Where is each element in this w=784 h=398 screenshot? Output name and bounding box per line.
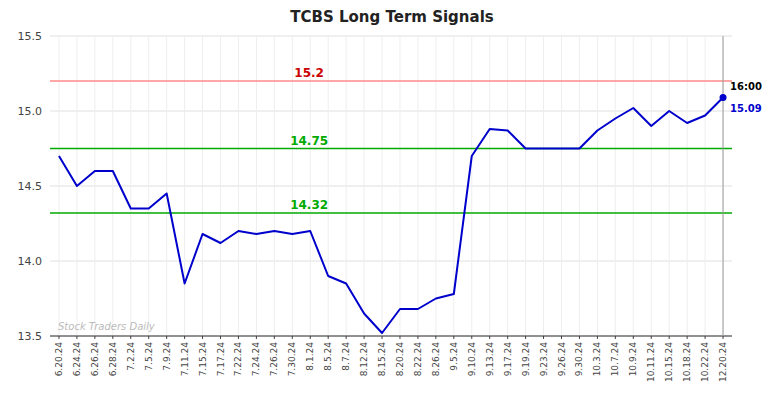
- x-tick-label: 10.9.24: [628, 342, 638, 377]
- level-label: 14.32: [290, 198, 328, 212]
- y-tick-label: 15.0: [18, 105, 43, 118]
- x-tick-label: 8.5.24: [323, 342, 333, 371]
- x-tick-label: 9.30.24: [574, 342, 584, 377]
- x-tick-label: 8.15.24: [377, 342, 387, 377]
- x-tick-label: 8.1.24: [305, 342, 315, 371]
- y-grid-line: [50, 186, 732, 187]
- x-tick-label: 9.17.24: [503, 342, 513, 377]
- y-tick-label: 14.0: [18, 255, 43, 268]
- x-axis-line: [50, 336, 732, 337]
- y-grid-line: [50, 36, 732, 37]
- point-label: 15.09: [730, 103, 762, 114]
- x-tick-label: 7.15.24: [198, 342, 208, 377]
- level-line: [50, 148, 732, 150]
- last-point: [720, 94, 727, 101]
- x-grid-line: [723, 36, 724, 336]
- x-tick-label: 7.24.24: [251, 342, 261, 377]
- level-line: [50, 80, 732, 82]
- x-tick-label: 7.2.24: [126, 342, 136, 371]
- x-tick-label: 6.28.24: [108, 342, 118, 377]
- x-tick-label: 10.11.24: [646, 342, 656, 382]
- x-tick-label: 8.7.24: [341, 342, 351, 371]
- plot-area: [50, 36, 732, 336]
- x-tick-label: 8.22.24: [413, 342, 423, 377]
- price-line: [59, 98, 723, 334]
- chart: TCBS Long Term Signals 13.5 14.0 14.5 15.0 15…: [0, 0, 784, 398]
- x-tick-label: 7.9.24: [162, 342, 172, 371]
- y-grid-line: [50, 261, 732, 262]
- x-tick-label: 7.11.24: [180, 342, 190, 377]
- x-tick-label: 12.20.24: [718, 342, 728, 382]
- x-tick-label: 7.22.24: [233, 342, 243, 377]
- x-tick-label: 10.22.24: [700, 342, 710, 382]
- last-point-line: [723, 36, 724, 336]
- y-tick-label: 15.5: [18, 30, 43, 43]
- level-label: 14.75: [290, 134, 328, 148]
- x-tick-label: 8.26.24: [431, 342, 441, 377]
- x-tick-label: 6.20.24: [54, 342, 64, 377]
- annotation-texts: 15.2 14.75 14.32 16:00 15.09: [290, 66, 762, 212]
- x-tick-label: 9.13.24: [485, 342, 495, 377]
- x-tick-label: 9.10.24: [467, 342, 477, 377]
- x-tick-label: 10.3.24: [592, 342, 602, 377]
- level-label: 15.2: [294, 66, 324, 80]
- x-tick-label: 7.30.24: [287, 342, 297, 377]
- x-tick-label: 10.18.24: [682, 342, 692, 382]
- watermark: Stock Traders Daily: [58, 321, 156, 332]
- x-tick-label: 10.7.24: [610, 342, 620, 377]
- x-tick-label: 6.26.24: [90, 342, 100, 377]
- grid: [50, 36, 732, 336]
- x-tick-label: 9.5.24: [449, 342, 459, 371]
- x-tick-label: 6.24.24: [72, 342, 82, 377]
- y-grid-line: [50, 336, 732, 337]
- x-tick-label: 9.23.24: [539, 342, 549, 377]
- level-line: [50, 212, 732, 214]
- x-tick-label: 8.12.24: [359, 342, 369, 377]
- point-label: 16:00: [730, 81, 762, 92]
- x-tick-label: 7.17.24: [216, 342, 226, 377]
- x-tick-label: 9.26.24: [557, 342, 567, 377]
- x-tick-label: 8.20.24: [395, 342, 405, 377]
- title: TCBS Long Term Signals: [290, 8, 493, 26]
- x-tick-label: 7.5.24: [144, 342, 154, 371]
- x-tick-label: 7.26.24: [269, 342, 279, 377]
- y-tick-label: 14.5: [18, 180, 43, 193]
- x-tick-label: 10.15.24: [664, 342, 674, 382]
- y-tick-label: 13.5: [18, 330, 43, 343]
- x-tick-label: 9.19.24: [521, 342, 531, 377]
